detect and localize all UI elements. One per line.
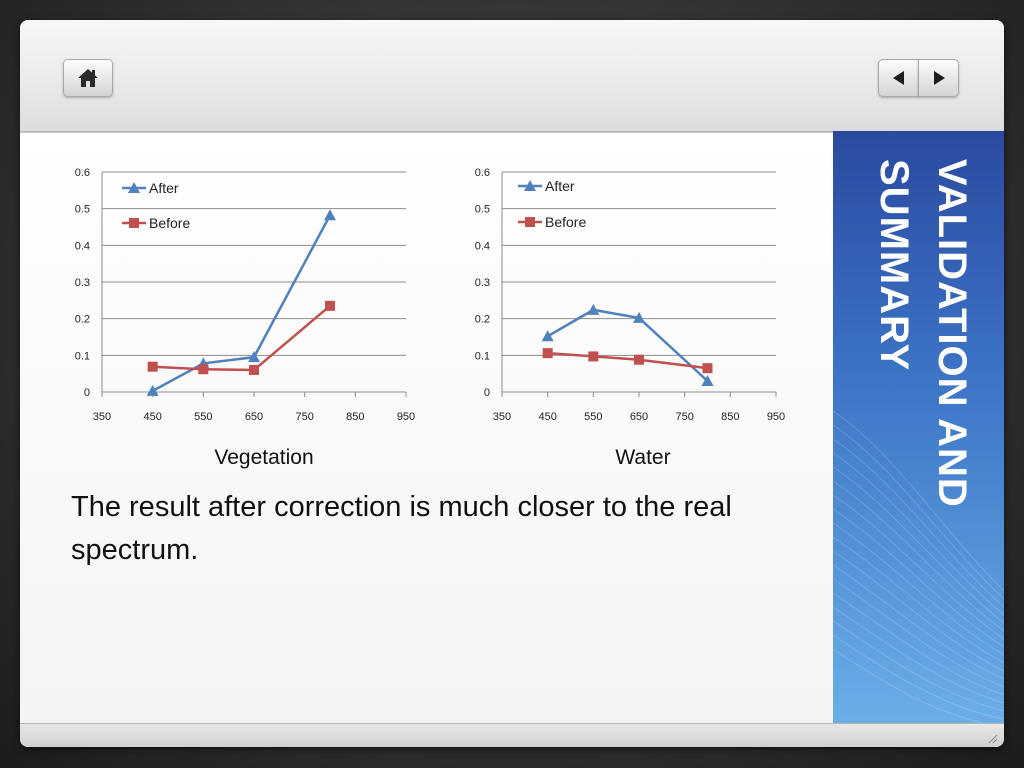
y-tick-label: 0.2 — [475, 314, 490, 326]
previous-slide-button[interactable] — [878, 59, 919, 97]
x-tick-label: 750 — [675, 411, 693, 423]
series-line-after — [152, 214, 332, 392]
data-point-before — [702, 363, 713, 374]
y-tick-label: 0.4 — [475, 240, 490, 252]
data-point-after — [248, 351, 260, 363]
legend-label-before: Before — [545, 214, 586, 230]
legend-label-before: Before — [149, 215, 190, 231]
y-tick-label: 0.2 — [75, 314, 90, 326]
x-tick-label: 950 — [767, 411, 785, 423]
x-tick-label: 750 — [295, 411, 313, 423]
data-point-before — [147, 361, 158, 372]
home-button[interactable] — [63, 59, 113, 97]
title-sidebar: VALIDATION AND SUMMARY — [833, 131, 1004, 723]
y-tick-label: 0.4 — [75, 240, 90, 252]
legend-marker-after — [128, 182, 140, 193]
data-point-after — [701, 375, 714, 386]
next-slide-button[interactable] — [918, 59, 959, 97]
data-point-before — [588, 351, 599, 362]
y-tick-label: 0.6 — [475, 167, 490, 179]
data-point-before — [198, 364, 209, 375]
legend-label-after: After — [545, 178, 575, 194]
y-tick-label: 0.3 — [475, 277, 490, 289]
x-tick-label: 350 — [493, 411, 511, 423]
y-tick-label: 0 — [484, 387, 490, 399]
y-tick-label: 0.1 — [475, 350, 490, 362]
vegetation-chart: 0 0.1 0.2 0.3 0.4 0.5 0.6 350 450 550 650 750 850 950… — [75, 167, 415, 423]
legend-marker-before — [525, 217, 535, 227]
data-point-after — [633, 311, 645, 323]
x-tick-label: 850 — [721, 411, 739, 423]
summary-text: The result after correction is much clos… — [71, 491, 732, 566]
data-point-before — [542, 348, 553, 359]
series-line-before — [152, 304, 331, 372]
y-tick-label: 0.5 — [75, 204, 90, 216]
slide-title: VALIDATION AND SUMMARY — [872, 159, 974, 508]
legend-marker-before — [129, 218, 139, 228]
decorative-waves — [833, 410, 1004, 723]
x-tick-label: 650 — [630, 411, 648, 423]
data-point-after — [146, 384, 159, 396]
data-point-before — [634, 354, 644, 365]
left-arrow-icon — [892, 71, 904, 85]
data-point-before — [325, 300, 335, 311]
slide-content — [20, 133, 833, 723]
x-tick-label: 950 — [397, 411, 415, 423]
slide-navigation — [878, 59, 959, 97]
x-tick-label: 350 — [93, 411, 111, 423]
slide-frame: VALIDATION AND SUMMARY — [20, 20, 1004, 747]
x-tick-label: 550 — [584, 411, 602, 423]
x-tick-label: 550 — [194, 411, 212, 423]
vegetation-caption: Vegetation — [214, 446, 314, 469]
slide-header — [20, 20, 1004, 133]
water-chart: 0 0.1 0.2 0.3 0.4 0.5 0.6 350 450 550 650 750 850 950… — [475, 167, 785, 423]
x-tick-label: 450 — [143, 411, 161, 423]
legend-label-after: After — [149, 180, 179, 196]
legend-marker-after — [524, 180, 536, 191]
data-point-before — [249, 365, 259, 375]
y-tick-label: 0.1 — [75, 350, 90, 362]
y-tick-label: 0.3 — [75, 277, 90, 289]
slide-footer — [20, 723, 1004, 747]
x-tick-label: 450 — [538, 411, 556, 423]
x-tick-label: 650 — [245, 411, 263, 423]
data-point-after — [541, 330, 554, 342]
y-tick-label: 0.5 — [475, 204, 490, 216]
water-caption: Water — [615, 446, 671, 469]
data-point-after — [324, 209, 336, 221]
y-tick-label: 0.6 — [75, 167, 90, 179]
series-line-before — [547, 351, 708, 370]
series-line-after — [547, 308, 709, 382]
home-icon — [78, 69, 98, 87]
right-arrow-icon — [933, 71, 945, 85]
resize-grip-icon[interactable] — [986, 732, 998, 744]
data-point-after — [587, 303, 600, 315]
x-tick-label: 850 — [346, 411, 364, 423]
y-tick-label: 0 — [84, 387, 90, 399]
